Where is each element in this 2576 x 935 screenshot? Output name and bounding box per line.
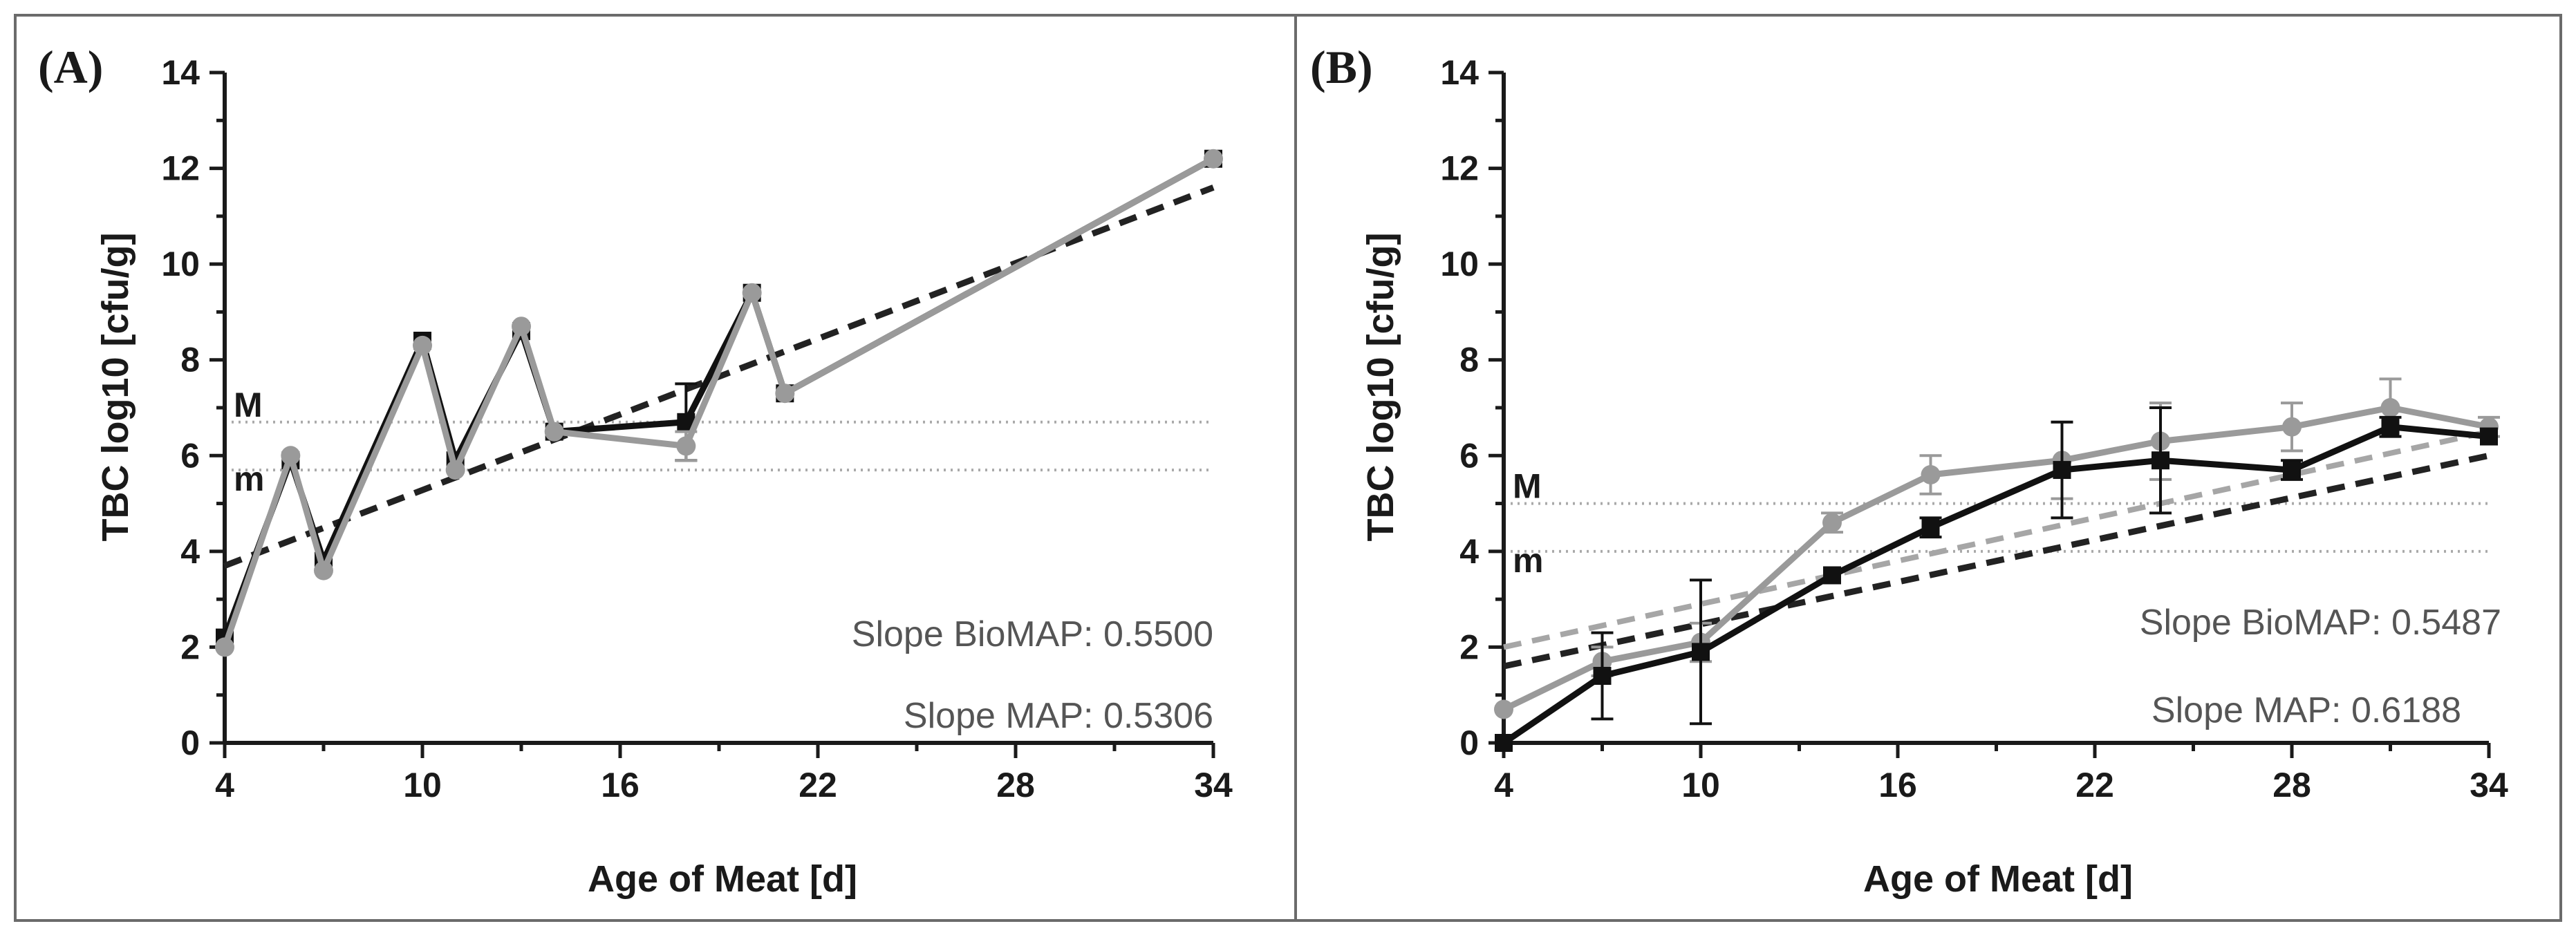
panel-a-x-tick-label: 16 — [601, 766, 640, 804]
panel-b-y-tick-label: 6 — [1459, 436, 1479, 475]
panel-b-series-biomap-point — [2282, 417, 2302, 437]
panel-a-series-biomap-point — [742, 283, 762, 303]
panel-b-y-tick-label: 4 — [1459, 532, 1479, 571]
panel-b-y-tick-label: 12 — [1440, 149, 1479, 188]
panel-b-series-map-point — [2480, 427, 2498, 446]
panel-a-series-biomap-point — [544, 422, 564, 442]
panel-b-series-biomap-point — [1494, 699, 1513, 719]
panel-b-series-map-point — [1823, 566, 1841, 585]
panel-b-series-map-point — [1692, 643, 1710, 661]
panel-b-y-tick-label: 0 — [1459, 724, 1479, 762]
panel-b-series-biomap-point — [1921, 465, 1941, 484]
panel-b-y-tick-label: 14 — [1440, 53, 1479, 92]
panel-a-x-tick-label: 4 — [215, 766, 234, 804]
panel-b-x-tick-label: 28 — [2272, 766, 2311, 804]
panel-a-series-biomap-point — [314, 560, 333, 580]
panel-a-ref-label-M: M — [234, 386, 263, 424]
panel-a-ref-label-m: m — [234, 460, 264, 498]
panel-b-trendline-biomap — [1503, 428, 2490, 650]
panel-b-x-tick-label: 16 — [1878, 766, 1917, 804]
panel-b-ref-label-m: m — [1513, 541, 1543, 580]
panel-b-series-biomap-point — [2380, 398, 2400, 417]
panel-a-series-biomap-point — [445, 460, 465, 480]
panel-b-series-map-point — [1921, 518, 1940, 537]
panel-b-series-map-line — [1502, 424, 2490, 746]
panel-a-y-tick-label: 8 — [180, 341, 200, 379]
panel-b: (B) TBC log10 [cfu/g] Age of Meat [d] Sl… — [1294, 14, 2562, 922]
panel-b-trendline-map — [1503, 452, 2490, 670]
panel-a-x-tick-label: 28 — [996, 766, 1035, 804]
panel-a-slope-biomap: Slope BioMAP: 0.5500 — [852, 614, 1213, 654]
panel-a-y-axis-title: TBC log10 [cfu/g] — [95, 233, 136, 542]
panel-a-series-biomap-point — [215, 637, 234, 657]
panel-b-label: (B) — [1310, 41, 1373, 93]
panel-b-series-biomap-line — [1502, 404, 2490, 712]
panel-a-y-tick-label: 10 — [161, 245, 200, 283]
panel-a-x-tick-label: 34 — [1194, 766, 1233, 804]
panel-a-series-biomap-point — [676, 436, 696, 456]
panel-b-slope-map: Slope MAP: 0.6188 — [2152, 690, 2461, 730]
panel-a: (A) TBC log10 [cfu/g] Age of Meat [d] Sl… — [14, 14, 1297, 922]
panel-b-x-tick-label: 34 — [2470, 766, 2508, 804]
panel-a-series-biomap-point — [512, 317, 531, 337]
panel-b-series-map-point — [2283, 461, 2301, 480]
panel-b-slope-biomap: Slope BioMAP: 0.5487 — [2140, 603, 2501, 643]
panel-b-y-axis-title: TBC log10 [cfu/g] — [1360, 233, 1401, 542]
panel-a-x-tick-label: 22 — [799, 766, 837, 804]
panel-a-y-tick-label: 4 — [180, 532, 200, 571]
panel-a-y-tick-label: 0 — [180, 724, 200, 762]
panel-a-x-axis-title: Age of Meat [d] — [588, 858, 857, 900]
panel-b-x-tick-label: 4 — [1494, 766, 1513, 804]
panel-b-y-tick-label: 2 — [1459, 627, 1479, 666]
panel-b-series-map-point — [2053, 461, 2071, 480]
panel-a-series-biomap-point — [1204, 149, 1223, 169]
panel-b-frame — [1294, 14, 2562, 922]
panel-b-ref-label-M: M — [1513, 467, 1542, 506]
panel-b-y-tick-label: 8 — [1459, 341, 1479, 379]
panel-b-series-map-point — [1495, 734, 1513, 752]
panel-b-series-map-point — [2152, 451, 2169, 470]
panel-a-x-tick-label: 10 — [403, 766, 442, 804]
panel-a-slope-map: Slope MAP: 0.5306 — [904, 696, 1213, 736]
panel-a-y-tick-label: 14 — [161, 53, 200, 92]
panel-a-y-tick-label: 6 — [180, 436, 200, 475]
panel-a-label: (A) — [38, 41, 103, 93]
panel-a-series-biomap-point — [413, 335, 432, 355]
panel-a-y-tick-label: 12 — [161, 149, 200, 188]
panel-b-series-map-point — [1593, 667, 1612, 685]
panel-a-y-tick-label: 2 — [180, 627, 200, 666]
panel-b-y-tick-label: 10 — [1440, 245, 1479, 283]
panel-b-x-axis-title: Age of Meat [d] — [1863, 858, 2133, 900]
panel-b-x-tick-label: 22 — [2075, 766, 2114, 804]
panel-a-series-biomap-point — [281, 446, 301, 466]
panel-b-x-tick-label: 10 — [1681, 766, 1720, 804]
panel-b-series-map-point — [2381, 417, 2400, 436]
panel-a-series-biomap-point — [775, 384, 795, 404]
panel-b-series-biomap-point — [1822, 513, 1842, 533]
